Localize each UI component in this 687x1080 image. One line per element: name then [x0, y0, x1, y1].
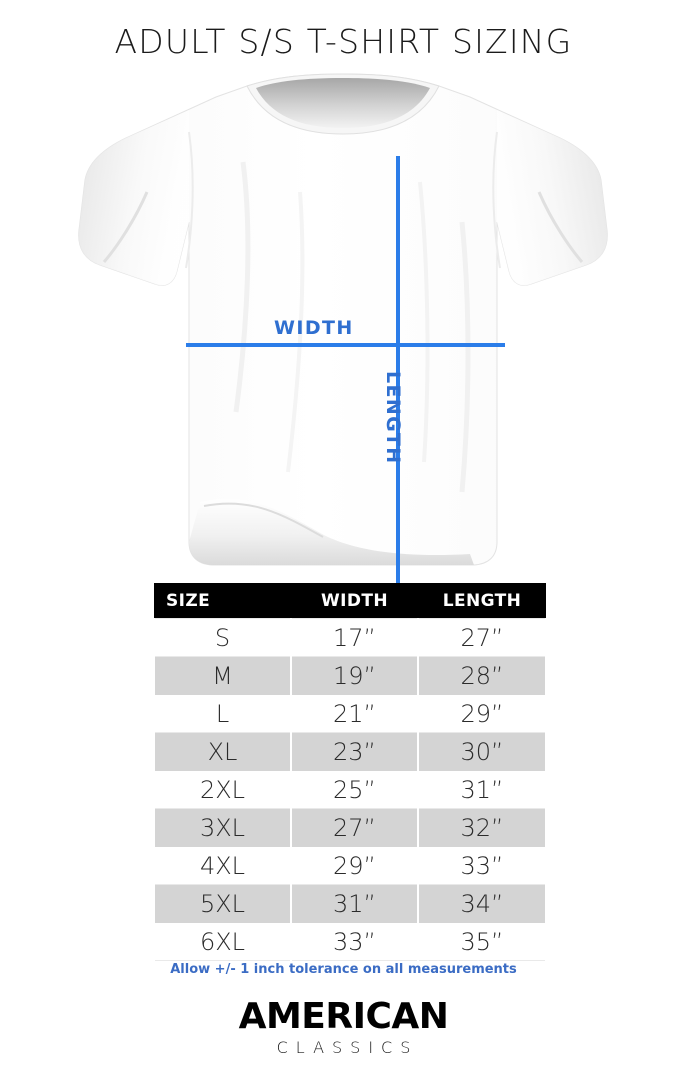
cell-size: XL — [153, 732, 292, 771]
table-row: XL 23” 30” — [153, 732, 547, 771]
cell-length: 35” — [417, 922, 547, 961]
cell-width: 17” — [290, 618, 419, 657]
cell-length: 31” — [417, 770, 547, 809]
table-row: S 17” 27” — [153, 618, 547, 657]
cell-size: M — [153, 656, 292, 695]
cell-size: 2XL — [153, 770, 292, 809]
size-chart-table: SIZE WIDTH LENGTH S 17” 27” M 19” 28” L … — [153, 583, 547, 961]
cell-width: 29” — [290, 846, 419, 885]
cell-width: 21” — [290, 694, 419, 733]
tshirt-illustration — [78, 73, 608, 566]
cell-length: 27” — [417, 618, 547, 657]
table-row: 4XL 29” 33” — [153, 846, 547, 885]
table-row: 6XL 33” 35” — [153, 922, 547, 961]
cell-width: 23” — [290, 732, 419, 771]
cell-width: 31” — [290, 884, 419, 923]
tshirt-diagram: WIDTH LENGTH — [0, 72, 687, 638]
cell-size: 3XL — [153, 808, 292, 847]
cell-size: 4XL — [153, 846, 292, 885]
cell-length: 28” — [417, 656, 547, 695]
width-measure-line — [186, 343, 505, 347]
cell-length: 33” — [417, 846, 547, 885]
table-row: 2XL 25” 31” — [153, 770, 547, 809]
brand-logo: AMERICAN CLASSICS — [0, 997, 687, 1059]
cell-size: L — [153, 694, 292, 733]
table-row: 5XL 31” 34” — [153, 884, 547, 923]
table-row: 3XL 27” 32” — [153, 808, 547, 847]
table-header-row: SIZE WIDTH LENGTH — [154, 583, 546, 619]
cell-length: 32” — [417, 808, 547, 847]
cell-width: 25” — [290, 770, 419, 809]
cell-width: 27” — [290, 808, 419, 847]
tolerance-disclaimer: Allow +/- 1 inch tolerance on all measur… — [170, 962, 517, 977]
cell-size: 5XL — [153, 884, 292, 923]
column-header-size: SIZE — [154, 583, 291, 619]
cell-width: 19” — [290, 656, 419, 695]
length-label: LENGTH — [382, 371, 404, 465]
cell-length: 30” — [417, 732, 547, 771]
cell-size: 6XL — [153, 922, 292, 961]
cell-size: S — [153, 618, 292, 657]
brand-name-secondary: CLASSICS — [276, 1038, 419, 1057]
width-label: WIDTH — [274, 317, 354, 339]
table-row: L 21” 29” — [153, 694, 547, 733]
brand-name-primary: AMERICAN — [238, 996, 449, 1037]
column-header-length: LENGTH — [418, 583, 546, 619]
cell-length: 29” — [417, 694, 547, 733]
cell-length: 34” — [417, 884, 547, 923]
page-title: ADULT S/S T-SHIRT SIZING — [114, 22, 573, 61]
cell-width: 33” — [290, 922, 419, 961]
length-measure-line — [396, 156, 400, 638]
table-row: M 19” 28” — [153, 656, 547, 695]
column-header-width: WIDTH — [291, 583, 418, 619]
